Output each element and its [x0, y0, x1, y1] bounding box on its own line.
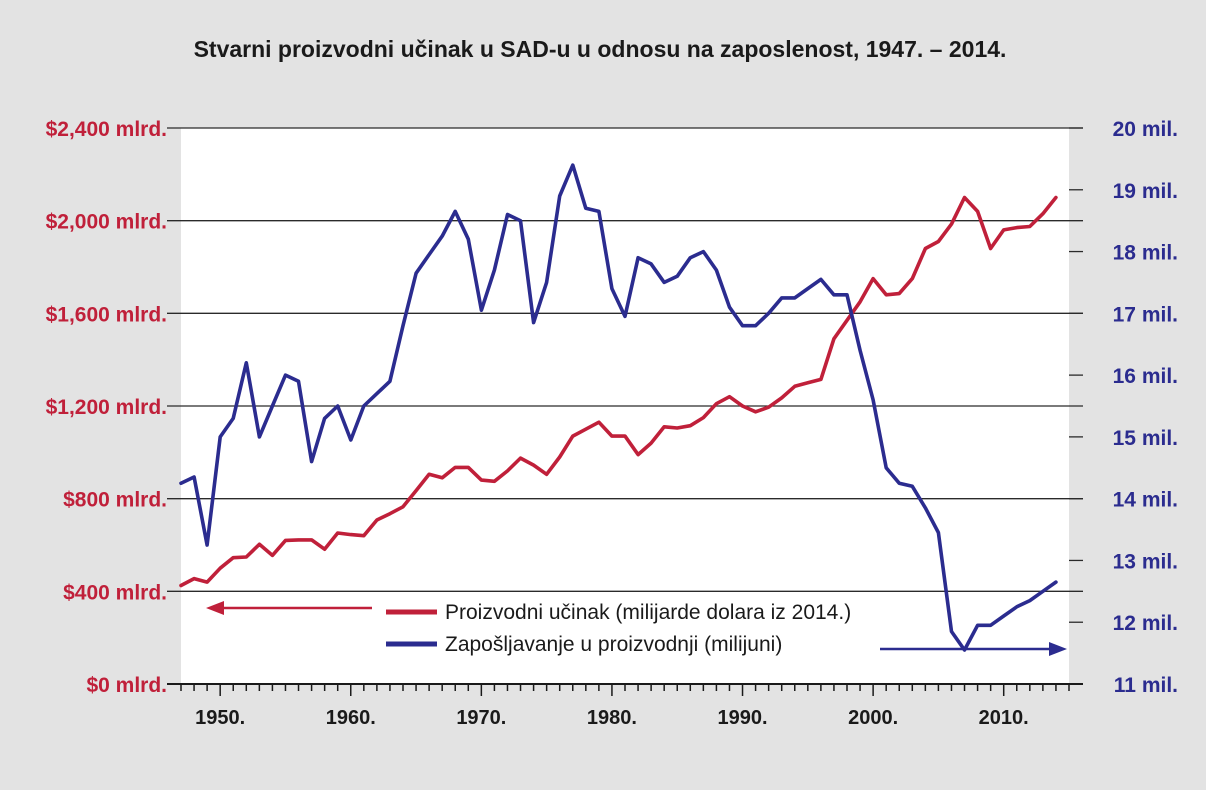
legend-arrow-left-head: [206, 601, 224, 615]
x-tick-label: 2010.: [979, 707, 1029, 729]
right-tick-label: 14 mil.: [1113, 489, 1178, 512]
x-tick-label: 2000.: [848, 707, 898, 729]
right-tick-label: 16 mil.: [1113, 365, 1178, 388]
right-tick-label: 15 mil.: [1113, 427, 1178, 450]
right-tick-label: 13 mil.: [1113, 550, 1178, 573]
right-y-axis: 11 mil. 12 mil. 13 mil. 14 mil. 15 mil. 16 mi…: [1069, 118, 1178, 697]
legend-label-employment: Zapošljavanje u proizvodnji (milijuni): [445, 633, 782, 656]
x-tick-label: 1980.: [587, 707, 637, 729]
series-line-employment: [179, 163, 1058, 652]
x-tick-label: 1960.: [326, 707, 376, 729]
left-y-axis: $0 mlrd. $400 mlrd. $800 mlrd. $1,200 mlrd.…: [46, 118, 167, 697]
x-axis: 1950. 1960. 1970. 1980. 1990. 2000. 2010.: [167, 683, 1083, 729]
left-tick-label: $800 mlrd.: [63, 489, 167, 512]
series-line-output: [179, 195, 1058, 588]
left-tick-label: $1,600 mlrd.: [46, 303, 167, 326]
legend-arrow-right-head: [1049, 642, 1067, 656]
right-tick-label: 18 mil.: [1113, 242, 1178, 265]
left-tick-label: $2,400 mlrd.: [46, 118, 167, 141]
left-tick-label: $2,000 mlrd.: [46, 211, 167, 234]
x-tick-label: 1970.: [456, 707, 506, 729]
series-lines: [179, 163, 1058, 652]
left-tick-label: $400 mlrd.: [63, 581, 167, 604]
legend-label-output: Proizvodni učinak (milijarde dolara iz 2…: [445, 601, 851, 624]
right-tick-label: 19 mil.: [1113, 180, 1178, 203]
right-tick-label: 12 mil.: [1113, 612, 1178, 635]
right-tick-label: 20 mil.: [1113, 118, 1178, 141]
x-tick-label: 1990.: [717, 707, 767, 729]
right-tick-label: 17 mil.: [1113, 303, 1178, 326]
chart-title: Stvarni proizvodni učinak u SAD-u u odno…: [194, 36, 1007, 62]
left-tick-label: $1,200 mlrd.: [46, 396, 167, 419]
x-tick-label: 1950.: [195, 707, 245, 729]
left-tick-label: $0 mlrd.: [86, 674, 167, 697]
legend: Proizvodni učinak (milijarde dolara iz 2…: [206, 601, 1067, 656]
right-tick-label: 11 mil.: [1114, 674, 1178, 697]
